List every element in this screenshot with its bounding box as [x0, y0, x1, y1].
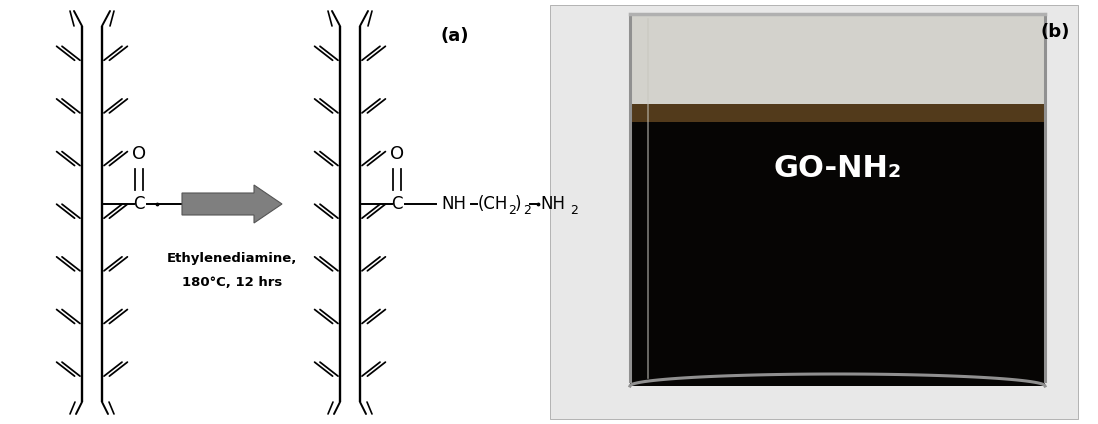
Text: Ethylenediamine,: Ethylenediamine,: [167, 252, 298, 265]
Text: (CH: (CH: [478, 195, 508, 213]
Polygon shape: [630, 122, 1045, 386]
Text: NH: NH: [441, 195, 466, 213]
Text: (a): (a): [440, 27, 469, 45]
Text: NH: NH: [540, 195, 565, 213]
Text: O: O: [390, 145, 404, 163]
Text: OH: OH: [189, 195, 214, 213]
Text: 180°C, 12 hrs: 180°C, 12 hrs: [182, 276, 282, 289]
Text: C: C: [133, 195, 145, 213]
Bar: [550, 5, 1078, 419]
Polygon shape: [630, 104, 1045, 122]
FancyArrow shape: [182, 185, 282, 223]
Text: C: C: [391, 195, 403, 213]
Text: 2: 2: [508, 204, 516, 218]
Text: 2: 2: [523, 204, 530, 218]
Text: GO-NH₂: GO-NH₂: [773, 154, 901, 183]
Text: (b): (b): [1040, 23, 1069, 41]
Text: O: O: [132, 145, 146, 163]
Text: ): ): [515, 195, 522, 213]
Polygon shape: [630, 14, 1045, 104]
Text: 2: 2: [570, 204, 578, 218]
